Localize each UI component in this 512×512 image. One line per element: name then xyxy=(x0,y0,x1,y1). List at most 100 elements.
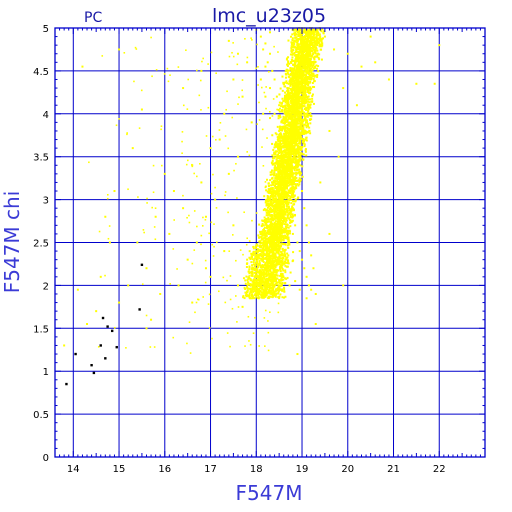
data-point xyxy=(300,68,303,71)
data-point xyxy=(302,96,305,99)
data-point xyxy=(287,170,290,173)
data-point xyxy=(309,28,312,31)
data-point xyxy=(305,297,308,300)
data-point xyxy=(247,281,250,284)
data-point xyxy=(261,247,264,250)
data-point xyxy=(283,177,286,180)
data-point xyxy=(253,265,256,268)
data-point xyxy=(249,257,252,260)
data-point xyxy=(308,91,311,94)
data-point xyxy=(294,109,297,112)
data-point xyxy=(293,123,296,126)
data-point xyxy=(299,56,302,59)
data-point xyxy=(277,155,280,158)
data-point xyxy=(291,232,294,235)
data-point xyxy=(281,137,284,140)
data-point xyxy=(269,278,272,281)
data-point xyxy=(282,142,285,145)
data-point xyxy=(272,275,275,278)
data-point xyxy=(273,237,276,240)
data-point xyxy=(267,280,270,283)
data-point xyxy=(280,272,283,275)
data-point xyxy=(277,240,280,243)
data-point xyxy=(273,78,276,81)
data-point xyxy=(262,48,265,51)
data-point xyxy=(263,253,266,256)
data-point xyxy=(433,82,436,85)
data-point xyxy=(288,69,291,72)
data-point xyxy=(277,199,280,202)
data-point xyxy=(274,295,277,298)
data-point xyxy=(295,95,298,98)
data-point xyxy=(281,201,284,204)
data-point xyxy=(290,216,293,219)
data-point xyxy=(261,281,264,284)
data-point xyxy=(281,272,284,275)
data-point xyxy=(333,48,336,51)
data-point xyxy=(277,171,280,174)
data-point xyxy=(275,271,278,274)
data-point xyxy=(285,76,288,79)
data-point xyxy=(246,258,249,261)
data-point xyxy=(285,232,288,235)
data-point xyxy=(276,188,279,191)
data-point xyxy=(285,134,288,137)
data-point xyxy=(293,177,296,180)
data-point xyxy=(245,285,248,288)
data-point xyxy=(312,67,315,70)
data-point xyxy=(299,77,302,80)
data-point xyxy=(271,280,274,283)
data-point xyxy=(271,252,274,255)
data-point xyxy=(305,34,308,37)
data-point xyxy=(275,235,278,238)
data-point xyxy=(271,216,274,219)
data-point xyxy=(256,270,259,273)
data-point xyxy=(267,262,270,265)
data-point xyxy=(277,195,280,198)
data-point xyxy=(271,273,274,276)
data-point xyxy=(284,243,287,246)
data-point xyxy=(275,197,278,200)
data-point xyxy=(298,151,301,154)
data-point xyxy=(262,112,265,115)
data-point xyxy=(294,213,297,216)
data-point xyxy=(252,259,255,262)
data-point xyxy=(255,253,258,256)
data-point xyxy=(287,89,290,92)
data-point xyxy=(308,40,311,43)
data-point xyxy=(271,289,274,292)
data-point xyxy=(263,226,266,229)
data-point xyxy=(290,41,293,44)
data-point xyxy=(280,284,283,287)
data-point xyxy=(297,111,300,114)
data-point xyxy=(297,149,300,152)
data-point xyxy=(275,160,278,163)
data-point xyxy=(294,125,297,128)
data-point xyxy=(269,117,271,120)
data-point xyxy=(253,271,256,274)
data-point xyxy=(297,88,300,91)
data-point xyxy=(276,162,279,165)
data-point xyxy=(254,262,257,265)
data-point xyxy=(274,204,277,207)
data-point xyxy=(269,206,272,209)
data-point xyxy=(293,203,296,206)
data-point xyxy=(300,107,303,110)
data-point xyxy=(302,132,305,135)
data-point xyxy=(264,257,267,260)
data-point xyxy=(271,257,274,260)
data-point xyxy=(284,253,287,256)
data-point xyxy=(264,268,267,271)
data-point xyxy=(255,282,258,285)
data-point xyxy=(305,98,308,101)
data-point xyxy=(264,287,267,290)
data-point xyxy=(285,209,288,212)
data-point xyxy=(288,159,291,162)
data-point xyxy=(277,151,280,154)
data-point xyxy=(280,160,283,163)
data-point xyxy=(294,144,297,147)
data-point xyxy=(281,243,284,246)
data-point xyxy=(209,275,212,278)
data-point xyxy=(282,187,285,190)
data-point xyxy=(282,254,285,257)
